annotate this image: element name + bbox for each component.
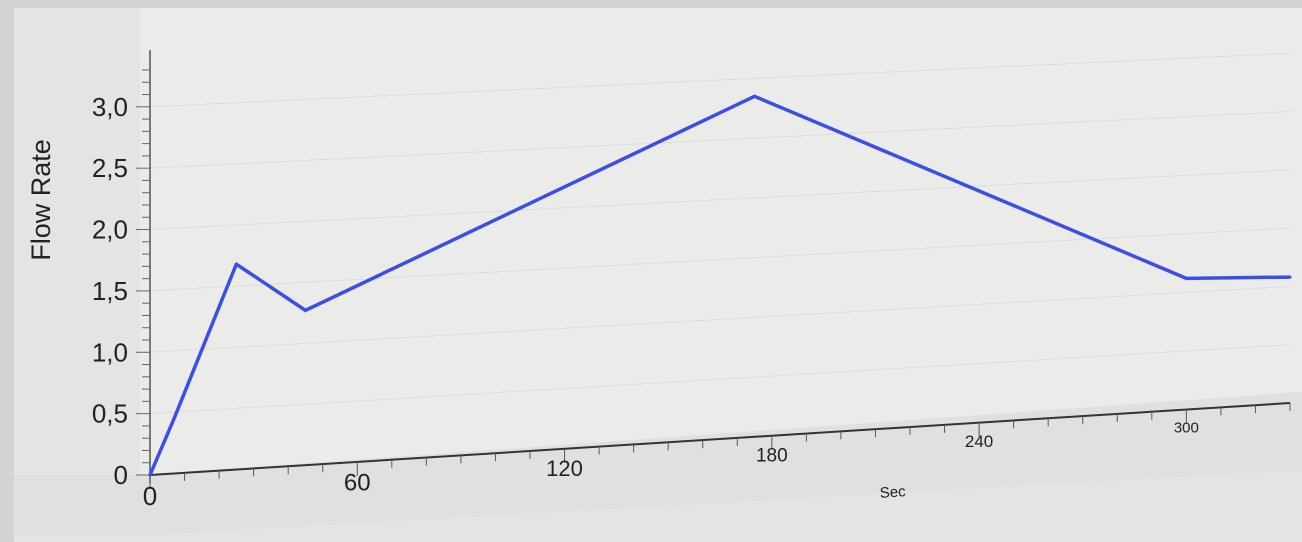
y-tick-label: 0,5 [92,399,128,429]
series-layer [148,94,1292,477]
x-axis-title: Sec [879,483,906,502]
y-tick-label: 1,0 [92,337,128,367]
x-axis-band [14,392,1302,535]
x-tick-label: 0 [143,481,157,511]
flow-rate-point [303,308,307,312]
y-tick-label: 0 [114,460,128,490]
x-tick-label: 60 [344,469,371,496]
tick-labels: 0 0,5 1,0 1,5 2,0 2,5 3,0 0 60 120 180 240 300 [92,92,1199,511]
y-gridline [149,227,1291,292]
y-axis-title: Flow Rate [26,139,56,261]
flow-rate-point [172,416,176,420]
x-tick-label: 180 [756,445,788,466]
x-tick-label: 120 [546,456,583,481]
y-tick-label: 2,0 [92,215,128,245]
plot-area [140,8,1302,475]
y-gridline [149,285,1291,353]
x-tick-label: 240 [965,432,993,451]
flow-rate-point [753,94,757,98]
flow-rate-point [148,473,152,477]
y-tick-label: 2,5 [92,153,128,183]
axes [136,50,1291,489]
flow-rate-point [1288,275,1292,279]
y-gridline [149,52,1291,108]
x-axis-line [149,402,1291,476]
y-tick-label: 1,5 [92,276,128,306]
x-tick-label: 300 [1174,419,1199,436]
flow-rate-point [1184,276,1188,280]
y-gridline [149,111,1291,169]
y-gridline [149,344,1291,415]
gridlines [149,52,1291,476]
y-gridline [149,169,1291,231]
y-tick-label: 3,0 [92,92,128,122]
flow-rate-point [234,262,238,266]
